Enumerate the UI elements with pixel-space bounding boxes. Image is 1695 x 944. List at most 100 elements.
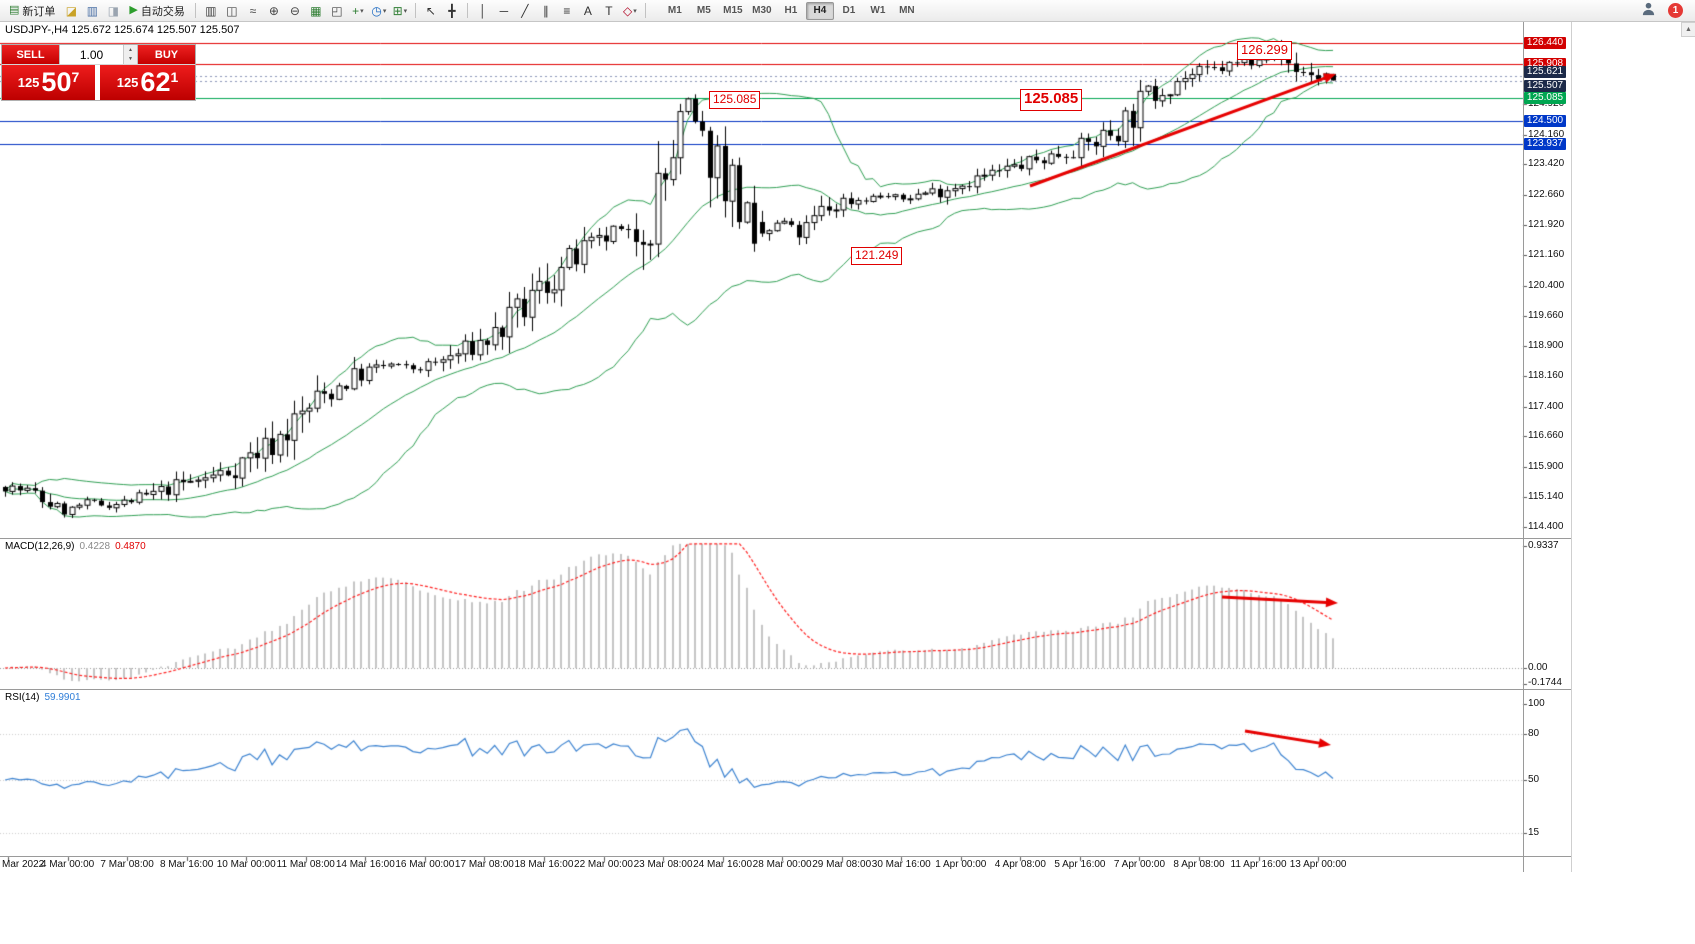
timeframe-w1[interactable]: W1: [870, 5, 886, 16]
tile-windows-icon: ◰: [331, 3, 343, 18]
panel-separator-macd[interactable]: [0, 538, 1571, 539]
periods-button[interactable]: ◷ ▾: [369, 2, 389, 20]
price-tick-label: 122.660: [1528, 189, 1565, 201]
cursor-button[interactable]: ↖: [421, 2, 441, 20]
macd-name: MACD(12,26,9): [5, 541, 75, 552]
horizontal-line-icon: ─: [499, 3, 509, 18]
autotrading-icon: ▶: [129, 4, 138, 16]
tile-windows-button[interactable]: ◰: [327, 2, 347, 20]
time-axis-label: 24 Mar 16:00: [693, 859, 753, 870]
timeframe-group: M1 M5 M15 M30 H1 H4 D1 W1 MN: [661, 1, 921, 20]
time-axis-label: 4 Apr 08:00: [994, 859, 1046, 870]
sell-button[interactable]: SELL: [2, 45, 59, 64]
time-axis-label: 18 Mar 16:00: [514, 859, 574, 870]
timeframe-m5[interactable]: M5: [696, 5, 711, 16]
price-tick-label: 114.400: [1528, 521, 1564, 533]
sell-price-button[interactable]: 125 50 7: [2, 65, 95, 100]
new-order-button[interactable]: ▤ 新订单: [4, 2, 60, 20]
price-badge: 123.937: [1524, 137, 1566, 150]
grid-button[interactable]: ▦: [306, 2, 326, 20]
price-annotation[interactable]: 121.249: [851, 247, 903, 265]
horizontal-line-button[interactable]: ─: [494, 2, 514, 20]
market-watch-button[interactable]: ▥: [82, 2, 102, 20]
shapes-button[interactable]: ◇ ▾: [620, 2, 640, 20]
periods-dropdown-icon: ▾: [382, 7, 387, 15]
toolbar-separator: [414, 3, 416, 18]
new-chart-button[interactable]: + ▾: [348, 2, 368, 20]
toolbar-separator: [466, 3, 468, 18]
vertical-line-button[interactable]: │: [473, 2, 493, 20]
timeframe-m15[interactable]: M15: [723, 5, 743, 16]
price-axis-border: [1523, 21, 1524, 872]
zoom-out-icon: ⊖: [289, 3, 300, 18]
text-label-button[interactable]: T: [599, 2, 619, 20]
timeframe-d1[interactable]: D1: [842, 5, 856, 16]
time-axis-label: 10 Mar 00:00: [216, 859, 276, 870]
time-axis-label: 1 Apr 00:00: [935, 859, 987, 870]
sell-price-figure: 125: [17, 75, 40, 90]
market-watch-icon: ▥: [86, 3, 99, 18]
grid-icon: ▦: [310, 3, 322, 18]
candlestick-mode-button[interactable]: ◫: [222, 2, 242, 20]
new-chart-dropdown-icon: ▾: [360, 7, 364, 15]
bar-chart-mode-button[interactable]: ▥: [201, 2, 221, 20]
time-axis-label: 7 Apr 00:00: [1113, 859, 1166, 870]
toolbar-right: 1: [1641, 1, 1683, 21]
timeframe-mn[interactable]: MN: [899, 5, 915, 16]
new-chart-icon: +: [352, 3, 360, 18]
price-tick-label: 118.160: [1528, 369, 1564, 381]
time-axis-label: 11 Mar 08:00: [276, 859, 335, 870]
bar-chart-mode-icon: ▥: [205, 3, 217, 18]
chart-profiles-button[interactable]: ◪: [61, 2, 81, 20]
volume-input[interactable]: [60, 45, 123, 64]
macd-main-value: 0.4228: [79, 541, 111, 552]
price-annotation[interactable]: 125.085: [709, 91, 761, 109]
crosshair-button[interactable]: ╋: [442, 2, 462, 20]
equidistant-channel-button[interactable]: ∥: [536, 2, 556, 20]
zoom-in-button[interactable]: ⊕: [264, 2, 284, 20]
periods-icon: ◷: [371, 3, 382, 18]
trade-panel-gap: [95, 65, 100, 100]
price-annotation[interactable]: 126.299: [1237, 41, 1292, 61]
macd-scale-label: 0.9337: [1528, 540, 1559, 551]
fibonacci-button[interactable]: ≡: [557, 2, 577, 20]
text-button[interactable]: A: [578, 2, 598, 20]
rsi-scale-label: 50: [1528, 774, 1540, 785]
new-order-icon: ▤: [9, 4, 20, 16]
line-chart-mode-button[interactable]: ≈: [243, 2, 263, 20]
timeframe-h1[interactable]: H1: [784, 5, 798, 16]
time-axis-label: 11 Apr 16:00: [1230, 859, 1287, 870]
volume-spinner: ▲ ▼: [123, 45, 137, 64]
time-axis-label: 23 Mar 08:00: [633, 859, 693, 870]
sell-price-point: 7: [71, 69, 80, 85]
buy-price-point: 1: [170, 69, 179, 85]
price-annotation[interactable]: 125.085: [1020, 89, 1083, 111]
macd-label: MACD(12,26,9) 0.4228 0.4870: [5, 541, 146, 552]
notification-badge[interactable]: 1: [1668, 3, 1683, 18]
time-axis-label: 8 Apr 08:00: [1173, 859, 1225, 870]
chart-window-border: [1571, 21, 1572, 872]
cursor-icon: ↖: [425, 3, 436, 18]
price-tick-label: 115.140: [1528, 491, 1564, 503]
buy-price-button[interactable]: 125 62 1: [100, 65, 195, 100]
trendline-button[interactable]: ╱: [515, 2, 535, 20]
scroll-up-button[interactable]: ▲: [1681, 22, 1695, 37]
user-icon[interactable]: [1641, 1, 1656, 21]
autotrading-button[interactable]: ▶ 自动交易: [124, 2, 189, 20]
volume-decrease-button[interactable]: ▼: [124, 54, 137, 64]
timeframe-m30[interactable]: M30: [752, 5, 772, 16]
zoom-out-button[interactable]: ⊖: [285, 2, 305, 20]
buy-button[interactable]: BUY: [138, 45, 195, 64]
timeframe-h4[interactable]: H4: [805, 1, 834, 20]
panel-separator-rsi[interactable]: [0, 689, 1571, 690]
navigator-button[interactable]: ◨: [103, 2, 123, 20]
indicators-icon: ⊞: [392, 3, 403, 18]
price-badge: 124.500: [1524, 115, 1566, 128]
line-chart-mode-icon: ≈: [249, 3, 257, 18]
volume-control: ▲ ▼: [59, 45, 138, 64]
rsi-scale-label: 100: [1528, 698, 1545, 709]
indicators-button[interactable]: ⊞ ▾: [390, 2, 410, 20]
volume-increase-button[interactable]: ▲: [124, 45, 137, 55]
timeframe-m1[interactable]: M1: [667, 5, 682, 16]
